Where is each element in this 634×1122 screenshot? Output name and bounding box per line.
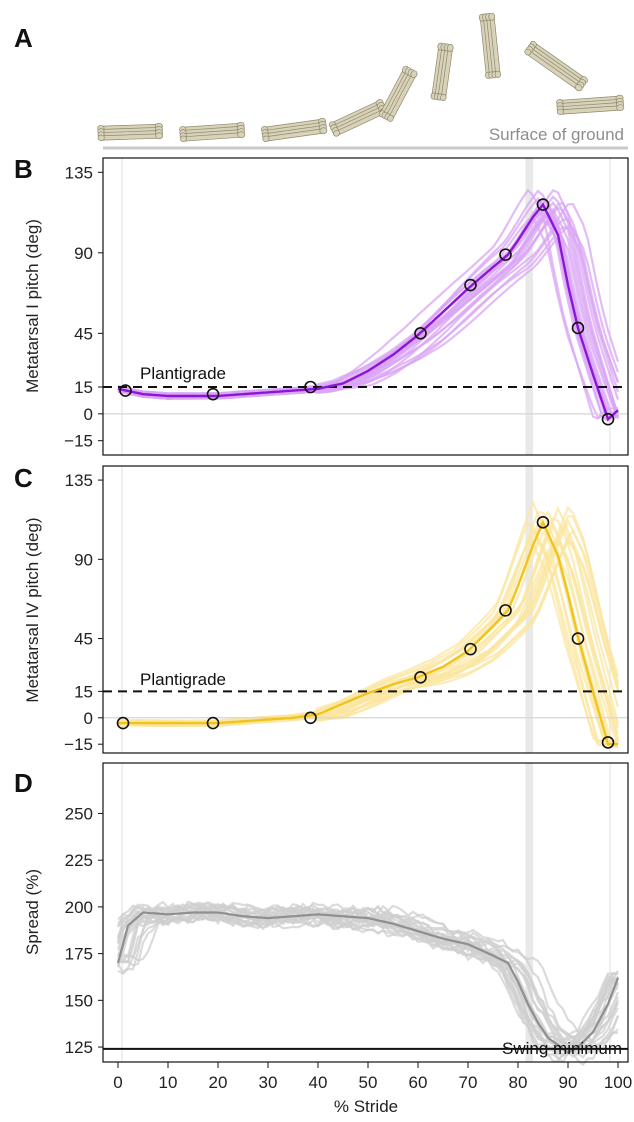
metatarsal-bundle [524, 40, 588, 92]
x-tick-label: 40 [309, 1073, 328, 1092]
panel-letter-b: B [14, 154, 33, 184]
y-tick-label: 0 [84, 709, 93, 728]
keyframe-marker [499, 248, 512, 261]
trial-curve [117, 521, 619, 747]
trial-curve [117, 207, 620, 419]
trial-curve [117, 188, 619, 420]
trial-curve [117, 912, 620, 1059]
plot-frame-d [102, 762, 629, 1063]
y-tick-label: 45 [74, 324, 93, 343]
x-tick-label: 90 [559, 1073, 578, 1092]
x-tick-label: 60 [409, 1073, 428, 1092]
trial-curve [117, 912, 619, 1054]
metatarsal-bundle [430, 42, 454, 101]
y-axis-label-d: Spread (%) [23, 869, 42, 955]
mean-curve [117, 202, 619, 422]
metatarsal-bundle [556, 94, 625, 116]
x-tick-label: 0 [113, 1073, 122, 1092]
y-tick-label: 15 [74, 378, 93, 397]
swing-minimum-label: Swing minimum [502, 1039, 622, 1058]
keyframe-marker [116, 716, 130, 730]
y-tick-label: 225 [65, 851, 93, 870]
keyframe-marker [536, 516, 550, 529]
plot-frame-c [102, 465, 629, 754]
keyframe-marker [464, 642, 477, 656]
y-axis-label-c: Metatarsal IV pitch (deg) [23, 517, 42, 702]
metatarsal-bundle [378, 65, 418, 122]
y-tick-label: 150 [65, 991, 93, 1010]
panel-c: C 135 90 45 15 0 −15 Plantigrade Metatarsal I… [14, 463, 629, 754]
panel-letter-c: C [14, 463, 33, 493]
highlight-band-d [525, 763, 533, 1062]
plot-frame-b [102, 157, 629, 456]
x-tick-label: 100 [604, 1073, 632, 1092]
y-tick-label: 125 [65, 1038, 93, 1057]
y-tick-label: 15 [74, 682, 93, 701]
x-tick-label: 80 [509, 1073, 528, 1092]
trial-curve [117, 189, 619, 423]
keyframe-marker [464, 278, 477, 292]
panel-a: A Surface of ground [14, 12, 628, 150]
y-tick-label: 250 [65, 804, 93, 823]
ground-surface-label: Surface of ground [489, 125, 624, 144]
trial-curve [117, 521, 619, 749]
panel-letter-d: D [14, 768, 33, 798]
x-tick-label: 30 [259, 1073, 278, 1092]
keyframe-marker [536, 198, 550, 211]
keyframe-marker [119, 384, 132, 397]
metatarsal-bundle [97, 122, 164, 141]
y-tick-label: 0 [84, 405, 93, 424]
metatarsal-bundle [179, 121, 246, 142]
x-tick-label: 70 [459, 1073, 478, 1092]
metatarsal-bundle [328, 99, 388, 137]
keyframe-marker [601, 412, 615, 426]
mean-curve [118, 519, 618, 746]
keyframe-marker [206, 716, 220, 730]
y-tick-label: 135 [65, 163, 93, 182]
keyframe-marker [414, 327, 427, 340]
x-tick-label: 20 [209, 1073, 228, 1092]
keyframe-marker [414, 670, 427, 684]
highlight-band-b [525, 158, 533, 455]
plantigrade-label-b: Plantigrade [140, 364, 226, 383]
trial-curves-c [117, 499, 620, 749]
panel-letter-a: A [14, 23, 33, 53]
keyframe-marker [601, 736, 615, 749]
metatarsal-bundle [261, 117, 328, 142]
metatarsal-bundle [478, 12, 501, 79]
trial-curve [117, 499, 619, 748]
keyframe-marker [571, 321, 585, 335]
y-tick-label: 90 [74, 244, 93, 263]
metatarsal-bone-sequence [97, 12, 625, 142]
y-tick-label: −15 [64, 735, 93, 754]
keyframe-marker [206, 387, 220, 401]
y-axis-label-b: Metatarsal I pitch (deg) [23, 219, 42, 393]
keyframe-marker [499, 604, 512, 617]
y-tick-label: 45 [74, 630, 93, 649]
keyframe-marker [304, 380, 317, 394]
panel-d: D 250 225 200 175 150 125 0 10 20 30 40 50 60 70 80 90… [14, 762, 632, 1116]
x-axis-label: % Stride [334, 1097, 398, 1116]
y-tick-label: 200 [65, 898, 93, 917]
panel-b: B 135 90 45 15 0 −15 Plantigrade Metatarsal I… [14, 154, 629, 456]
y-tick-label: 175 [65, 945, 93, 964]
x-tick-label: 50 [359, 1073, 378, 1092]
x-tick-label: 10 [159, 1073, 178, 1092]
keyframe-marker [571, 632, 585, 645]
y-tick-label: −15 [64, 432, 93, 451]
y-tick-label: 90 [74, 550, 93, 569]
keyframe-marker [304, 711, 317, 725]
plantigrade-label-c: Plantigrade [140, 670, 226, 689]
trial-curve [117, 217, 620, 420]
y-tick-label: 135 [65, 471, 93, 490]
mean-curve [116, 911, 620, 1055]
